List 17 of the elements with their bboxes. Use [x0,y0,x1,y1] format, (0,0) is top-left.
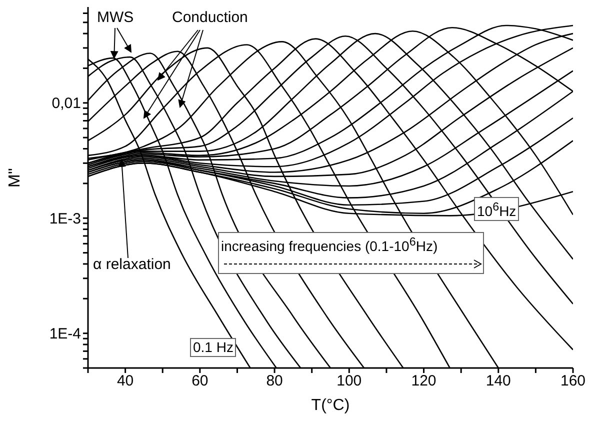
annotation: increasing frequencies (0.1-10$^{6}$Hz) [221,235,438,254]
x-tick-label: 40 [116,372,134,390]
x-tick-label: 140 [486,372,511,390]
x-tick-label: 160 [560,372,586,390]
x-tick-label: 100 [336,372,362,390]
y-tick-label: 1E-4 [49,326,81,343]
y-tick-label: 0,01 [52,95,81,112]
y-axis-title: M'' [6,168,24,188]
y-tick-label: 1E-3 [49,210,81,228]
annotation: Conduction [172,9,248,26]
x-tick-label: 80 [266,372,283,390]
x-axis-title: T(°C) [311,397,350,414]
annotation: MWS [97,9,134,26]
x-tick-label: 60 [192,372,208,390]
annotation: α relaxation [93,256,171,273]
x-tick-label: 120 [411,372,436,390]
annotation: 0.1 Hz [193,339,234,355]
